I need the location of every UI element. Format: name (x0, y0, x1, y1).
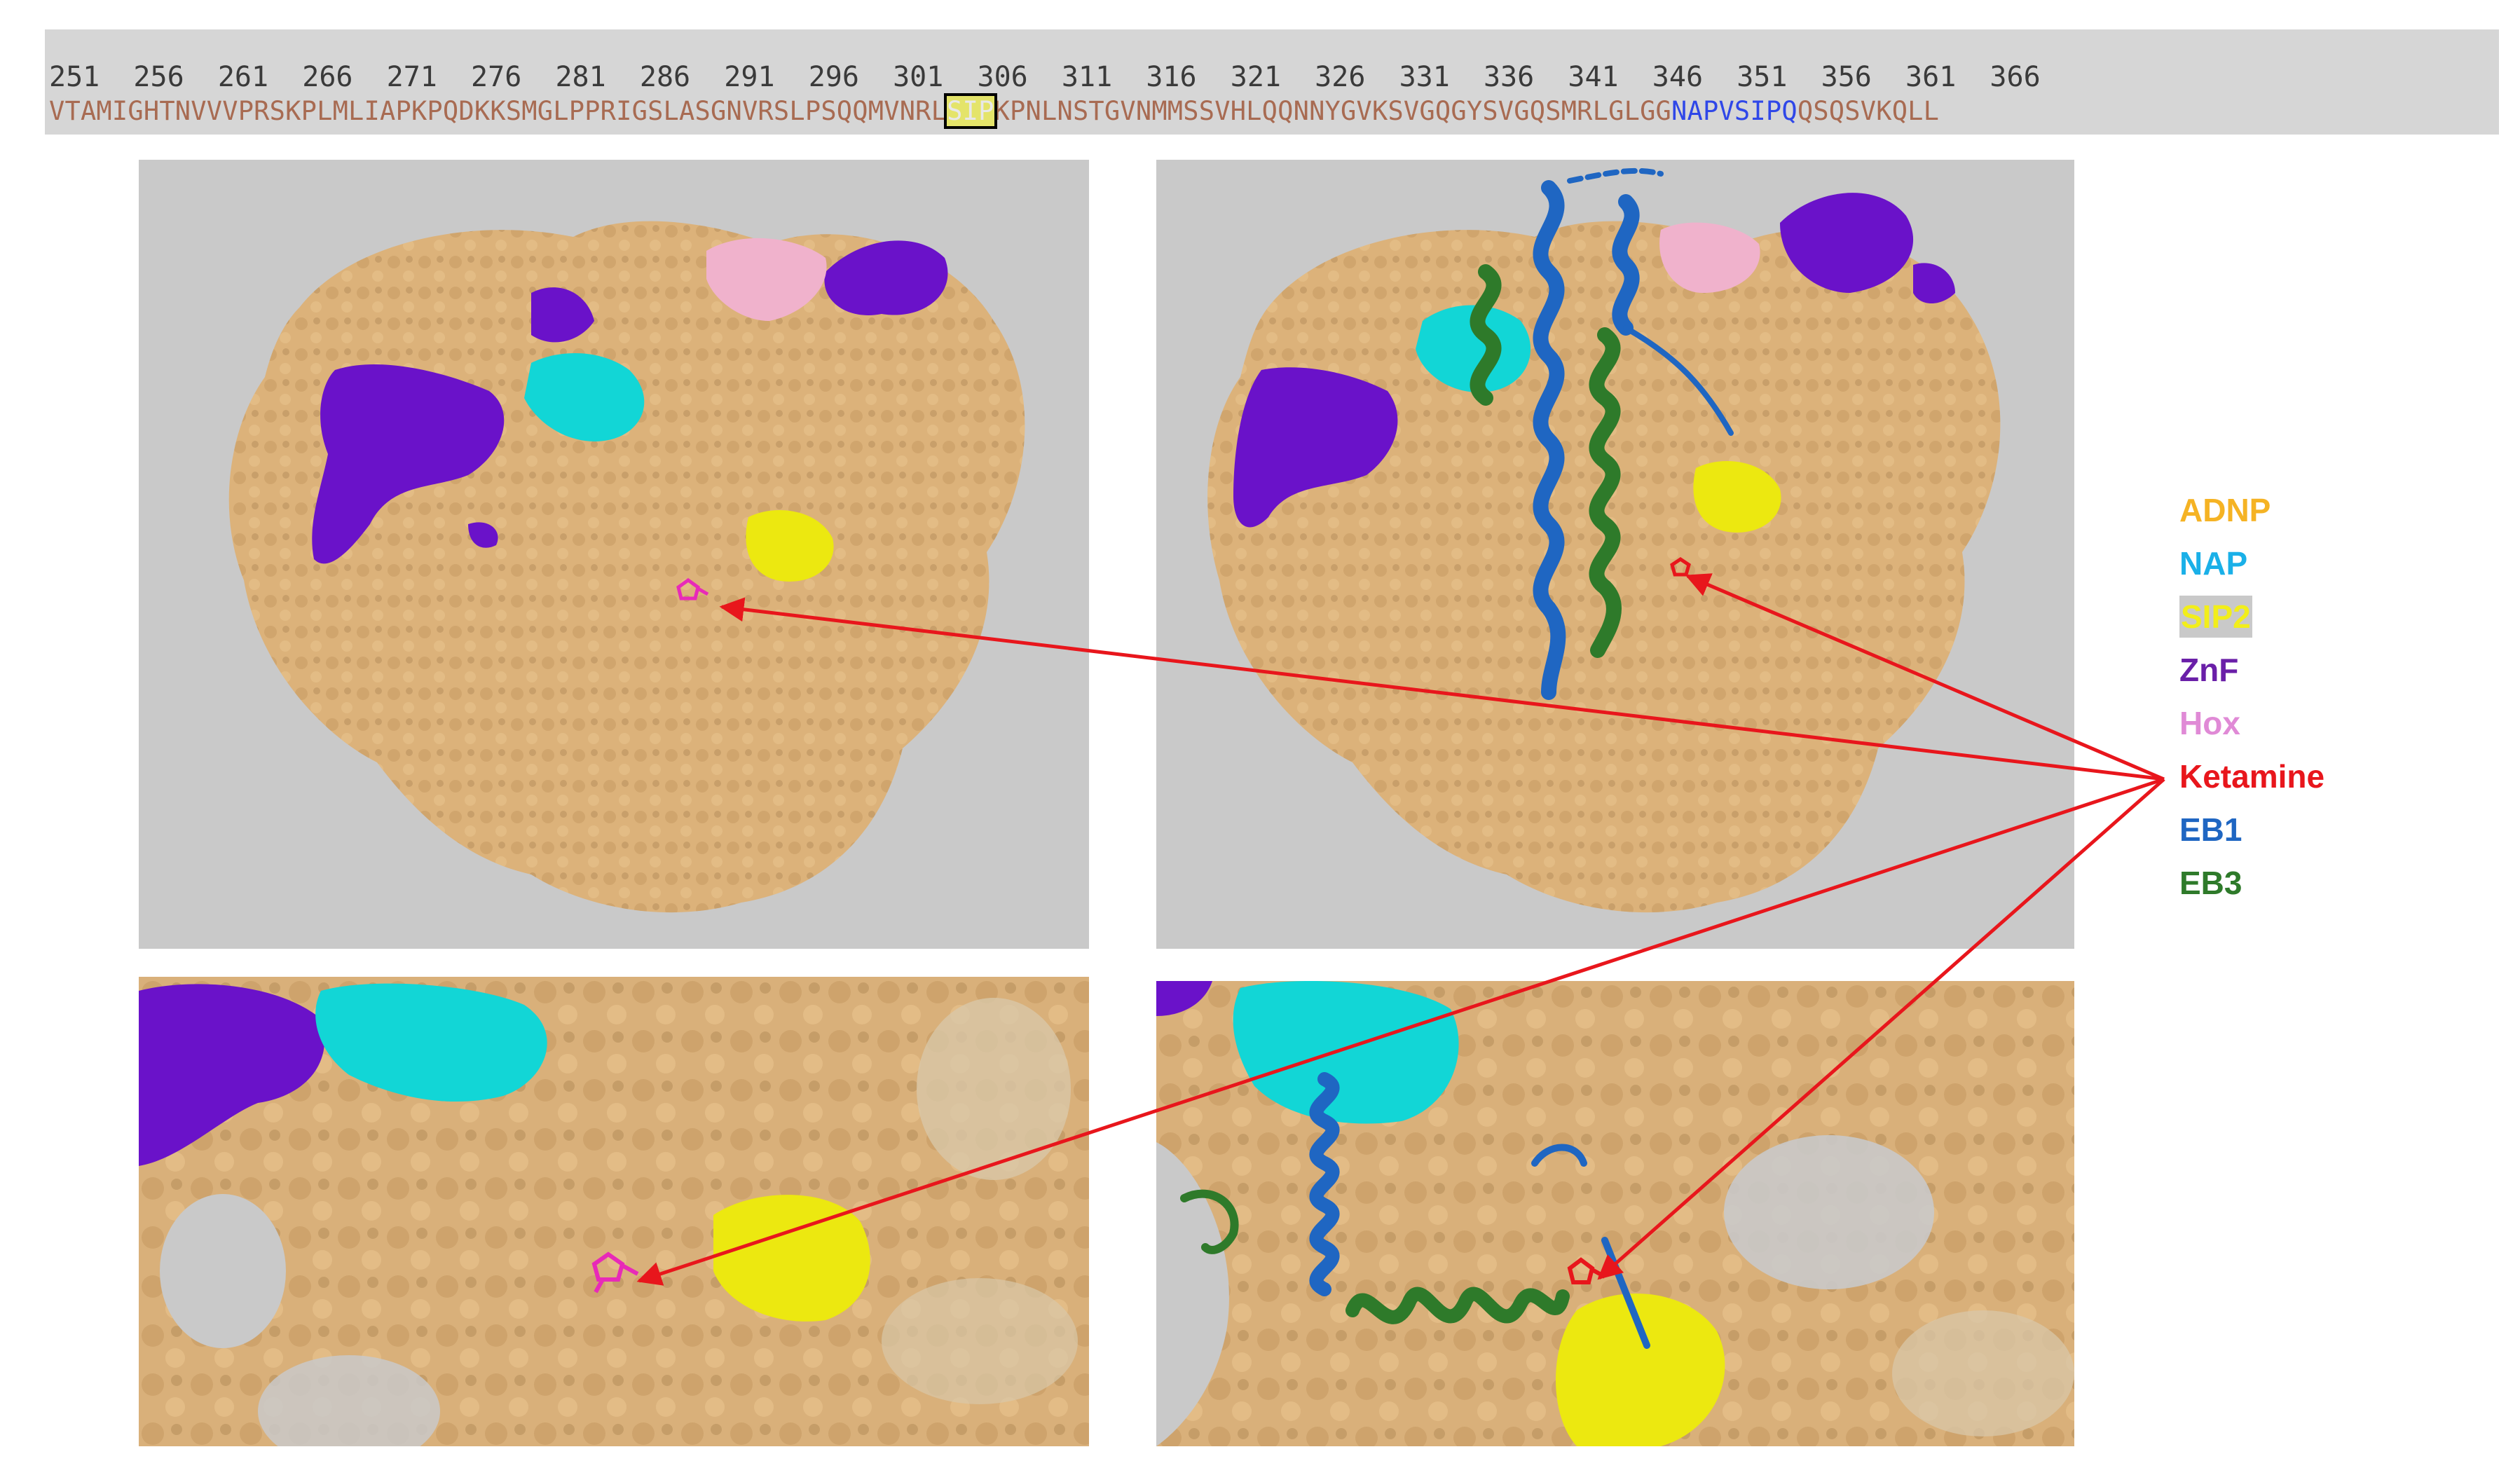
ketamine-site-zoom-left-image (139, 977, 1089, 1446)
legend-item-adnp: ADNP (2179, 483, 2324, 537)
legend-item-sip2: SIP2 (2179, 590, 2324, 643)
sequence-residue-numbers: 251 256 261 266 271 276 281 286 291 296 … (49, 61, 2041, 93)
sequence-segment-3: QSQSVKQLL (1797, 96, 1940, 126)
ketamine-site-zoom-left-panel[interactable] (139, 977, 1089, 1446)
legend-label: ZnF (2179, 652, 2239, 688)
eb3-helices (1470, 264, 1622, 658)
sip2-region (746, 510, 834, 582)
znf-region-right (1913, 263, 1955, 303)
znf-region (139, 984, 325, 1166)
surface-cavity (258, 1355, 440, 1446)
legend-label: SIP2 (2179, 596, 2252, 638)
legend-item-eb1: EB1 (2179, 803, 2324, 856)
znf-region-top-right (824, 240, 948, 315)
adnp-eb-complex-image (1207, 167, 2001, 913)
ketamine-site-zoom-right-image (1156, 981, 2074, 1446)
znf-region-left (312, 364, 505, 564)
eb1-helices (1533, 167, 1734, 700)
surface-cavity (1892, 1310, 2074, 1436)
legend-item-ketamine: Ketamine (2179, 750, 2324, 803)
legend-label: EB3 (2179, 865, 2242, 901)
sequence-bar: 251 256 261 266 271 276 281 286 291 296 … (45, 29, 2499, 135)
legend-label: NAP (2179, 545, 2248, 582)
sequence-sip-motif[interactable]: SIP (944, 93, 997, 129)
hox-region (1659, 222, 1760, 293)
sequence-segment-2: KPNLNSTGVNMMSSVHLQQNNYGVKSVGQGYSVGQSMRLG… (994, 96, 1672, 126)
nap-region (1416, 305, 1531, 392)
adnp-surface-overview-panel[interactable] (139, 160, 1089, 949)
sequence-residues: VTAMIGHTNVVVPRSKPLMLIAPKPQDKKSMGLPPRIGSL… (49, 93, 1940, 129)
znf-region-small (468, 522, 498, 548)
legend-item-nap: NAP (2179, 537, 2324, 590)
ketamine-site-zoom-right-panel[interactable] (1156, 981, 2074, 1446)
legend: ADNP NAP SIP2 ZnF Hox Ketamine EB1 EB3 (2179, 483, 2324, 910)
surface-cavity (160, 1194, 286, 1348)
legend-label: Ketamine (2179, 758, 2325, 795)
nap-region (524, 353, 645, 441)
sequence-segment-1: VTAMIGHTNVVVPRSKPLMLIAPKPQDKKSMGLPPRIGSL… (49, 96, 947, 126)
znf-region-top-right (1780, 193, 1914, 293)
legend-item-znf: ZnF (2179, 643, 2324, 697)
surface-cavity (1724, 1135, 1934, 1289)
znf-region-top (531, 287, 594, 343)
sip2-region (1693, 461, 1781, 533)
sequence-nap-motif[interactable]: NAPVSIPQ (1671, 96, 1797, 126)
sip2-region (1556, 1294, 1725, 1446)
hox-region (706, 238, 827, 321)
surface-cavity (882, 1278, 1078, 1404)
znf-region-left (1233, 367, 1398, 528)
legend-label: EB1 (2179, 811, 2242, 848)
adnp-eb1-eb3-complex-panel[interactable] (1156, 160, 2074, 949)
ketamine-ligand (1670, 556, 1691, 577)
legend-label: Hox (2179, 705, 2240, 741)
surface-cavity (917, 998, 1071, 1180)
legend-label: ADNP (2179, 492, 2271, 528)
legend-item-eb3: EB3 (2179, 856, 2324, 910)
adnp-surface-overview-image (228, 221, 1025, 913)
ketamine-ligand (591, 1251, 639, 1294)
legend-item-hox: Hox (2179, 697, 2324, 750)
ketamine-ligand (676, 577, 709, 601)
nap-region (315, 983, 547, 1102)
